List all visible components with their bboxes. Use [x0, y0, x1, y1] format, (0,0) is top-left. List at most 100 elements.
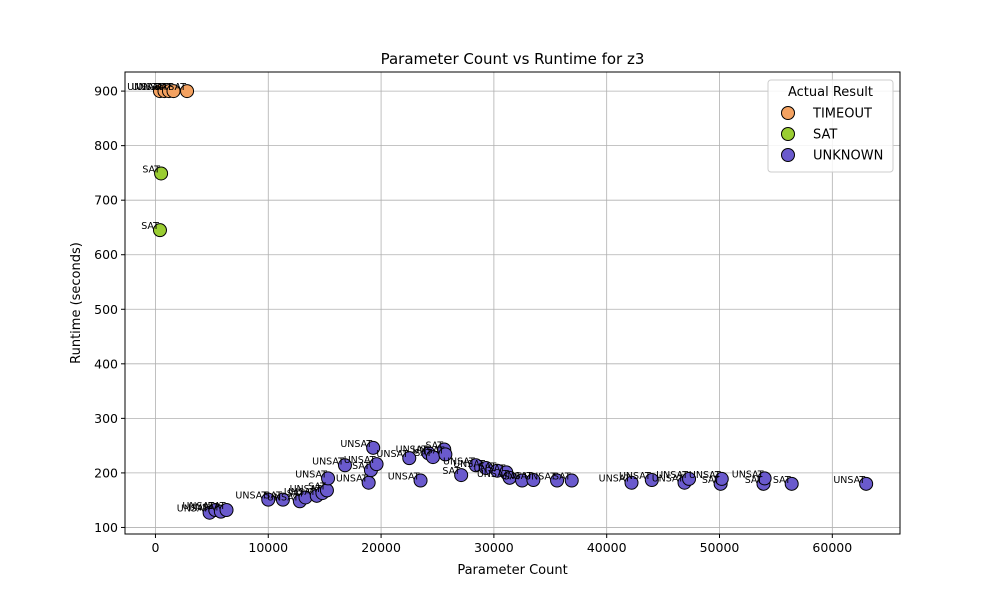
x-tick-label: 0	[151, 540, 159, 555]
x-tick-label: 40000	[587, 540, 627, 555]
data-point-unknown	[275, 492, 290, 507]
legend-items: TIMEOUT SAT UNKNOWN	[781, 106, 883, 164]
data-point-unknown	[624, 475, 639, 490]
data-point-timeout	[180, 84, 195, 99]
data-point-label: SAT	[168, 82, 186, 93]
data-point-sat	[152, 223, 167, 238]
legend-label-sat: SAT	[813, 128, 837, 143]
data-point-unknown	[784, 476, 799, 491]
x-tick-label: 20000	[361, 540, 401, 555]
y-tick-label: 100	[94, 520, 118, 535]
data-point-label: UNSAT	[344, 455, 376, 466]
y-tick-label: 700	[94, 193, 118, 208]
data-point-label: UNSAT	[656, 470, 688, 481]
data-point-label: UNSAT	[477, 469, 509, 480]
y-tick-label: 300	[94, 411, 118, 426]
data-point-label: UNSAT	[388, 472, 420, 483]
data-point-label: UNSAT	[182, 501, 214, 512]
data-point-label: SAT	[553, 472, 571, 483]
data-point-label: UNSAT	[473, 463, 505, 474]
data-points	[152, 84, 874, 520]
legend-label-timeout: TIMEOUT	[812, 107, 872, 122]
data-point-label: UNSAT	[127, 82, 159, 93]
plot-frame	[124, 71, 901, 535]
legend-label-unknown: UNKNOWN	[813, 149, 883, 164]
legend-marker-unknown	[781, 148, 795, 162]
data-point-unknown	[454, 468, 469, 483]
data-point-label: UNSAT	[443, 456, 475, 467]
data-point-unknown	[413, 473, 428, 488]
data-point-unknown	[564, 473, 579, 488]
data-point-label: SAT	[414, 448, 432, 459]
data-point-unknown	[337, 458, 352, 473]
x-axis-title: Parameter Count	[457, 563, 567, 578]
data-point-label: UNSAT	[501, 471, 533, 482]
data-point-label: UNSAT	[235, 491, 267, 502]
grid-lines	[125, 72, 900, 534]
y-tick-label: 900	[94, 84, 118, 99]
axis-ticks: 0 10000 20000 30000 40000 50000 60000 100 200 300…	[94, 84, 852, 555]
y-tick-label: 200	[94, 465, 118, 480]
data-point-label: SAT	[478, 462, 496, 473]
y-tick-label: 400	[94, 356, 118, 371]
data-point-label: UNSAT	[188, 503, 220, 514]
x-tick-label: 50000	[700, 540, 740, 555]
data-point-unknown	[438, 447, 453, 462]
legend: Actual Result TIMEOUT SAT UNKNOWN	[767, 79, 894, 173]
legend-marker-sat	[781, 127, 795, 141]
data-point-label: UNSAT	[376, 449, 408, 460]
data-point-label: UNSAT	[396, 444, 428, 455]
data-point-label: UNSAT	[267, 492, 299, 503]
x-tick-label: 10000	[248, 540, 288, 555]
legend-title: Actual Result	[788, 85, 873, 100]
data-point-label: UNSAT	[132, 82, 164, 93]
data-point-label: SAT	[503, 472, 521, 483]
data-point-label: UNSAT	[524, 472, 556, 483]
data-point-label: SAT	[287, 488, 305, 499]
legend-box	[767, 79, 894, 173]
data-point-unknown	[526, 473, 541, 487]
x-tick-label: 30000	[474, 540, 514, 555]
data-point-unknown	[644, 473, 659, 487]
data-point-label: UNSAT	[336, 474, 368, 485]
data-point-label: UNSAT	[295, 469, 327, 480]
data-point-label: SAT	[142, 164, 160, 175]
data-point-unknown	[402, 451, 417, 466]
data-point-label: SAT	[702, 475, 720, 486]
y-axis-title: Runtime (seconds)	[69, 242, 84, 364]
data-point-unknown	[714, 471, 729, 486]
data-point-label: SAT	[141, 221, 159, 232]
legend-marker-timeout	[781, 106, 795, 120]
data-point-label: UNSAT	[177, 504, 209, 515]
data-point-unknown	[859, 476, 874, 491]
data-point-unknown	[550, 473, 565, 488]
data-point-unknown	[321, 471, 336, 486]
data-point-label: UNSAT	[453, 459, 485, 470]
data-point-label: UNSAT	[732, 469, 764, 480]
data-point-label: SAT	[425, 440, 443, 451]
chart-title: Parameter Count vs Runtime for z3	[381, 50, 645, 68]
data-point-label: UNSAT	[413, 445, 445, 456]
data-point-label: SAT	[208, 501, 226, 512]
data-point-label: UNSAT	[340, 439, 372, 450]
data-point-label: SAT	[442, 466, 460, 477]
data-point-label: SAT	[773, 475, 791, 486]
data-point-label: UNSAT	[652, 474, 684, 485]
data-point-timeout	[166, 84, 181, 99]
data-point-unknown	[757, 471, 772, 486]
data-point-label: SAT	[745, 475, 763, 486]
data-point-label: UNSAT	[599, 474, 631, 485]
data-point-unknown	[219, 503, 234, 517]
data-point-label: UNSAT	[689, 470, 721, 481]
y-tick-label: 500	[94, 302, 118, 317]
y-tick-label: 600	[94, 247, 118, 262]
data-point-label: UNSAT	[312, 456, 344, 467]
data-labels: UNSATUNSATUNSATSATSATSATSATUNSATUNSATUNS…	[127, 82, 865, 515]
data-point-label: SAT	[352, 461, 370, 472]
data-point-label: UNSAT	[136, 82, 168, 93]
data-point-label: UNSAT	[619, 471, 651, 482]
data-point-unknown	[261, 492, 276, 507]
data-point-label: UNSAT	[290, 484, 322, 495]
data-point-label: SAT	[264, 491, 282, 502]
